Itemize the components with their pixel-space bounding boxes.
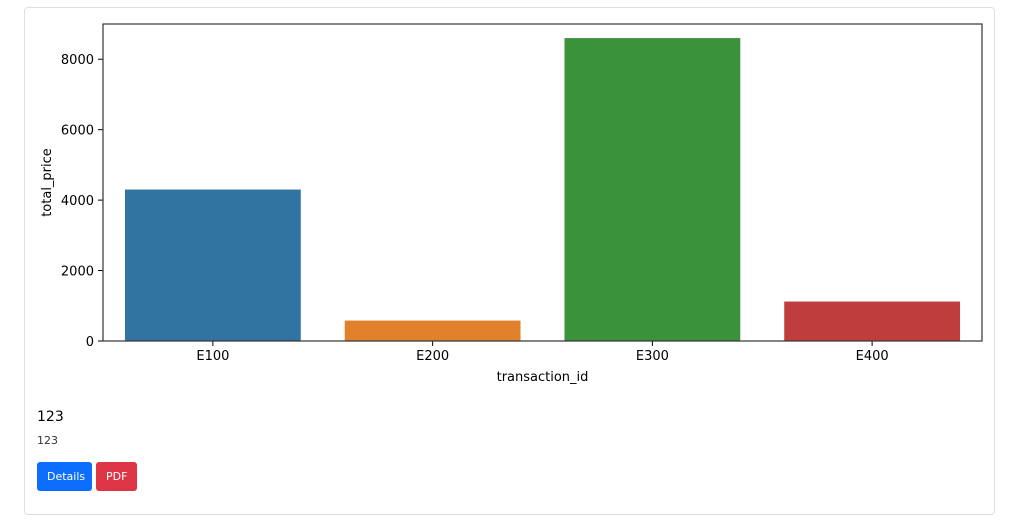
plot-frame: [102, 23, 983, 342]
details-button[interactable]: Details: [37, 462, 92, 491]
y-tick-label: 8000: [61, 53, 94, 68]
card-subtitle: 123: [37, 434, 58, 447]
x-tick-label: E300: [636, 349, 669, 364]
plot-area: E100 E200 E300 E400 0 2000 4000 6000 8000: [61, 23, 983, 364]
bar-e300: [564, 38, 741, 341]
bar-e400: [784, 301, 961, 341]
bar-chart: E100 E200 E300 E400 0 2000 4000 6000 8000 transa…: [40, 23, 983, 385]
x-tick-label: E100: [196, 349, 229, 364]
card-title: 123: [37, 409, 64, 425]
x-axis-label: transaction_id: [497, 370, 589, 385]
bar-e100: [124, 189, 301, 341]
y-tick-label: 4000: [61, 194, 94, 209]
y-tick-label: 6000: [61, 124, 94, 139]
y-tick-label: 2000: [61, 265, 94, 280]
bar-e200: [344, 320, 521, 341]
chart-card: E100 E200 E300 E400 0 2000 4000 6000 8000 transa…: [24, 7, 995, 515]
y-tick-label: 0: [86, 335, 94, 350]
x-tick-label: E400: [856, 349, 889, 364]
pdf-button[interactable]: PDF: [96, 462, 137, 491]
y-axis-label: total_price: [40, 148, 55, 217]
x-tick-label: E200: [416, 349, 449, 364]
